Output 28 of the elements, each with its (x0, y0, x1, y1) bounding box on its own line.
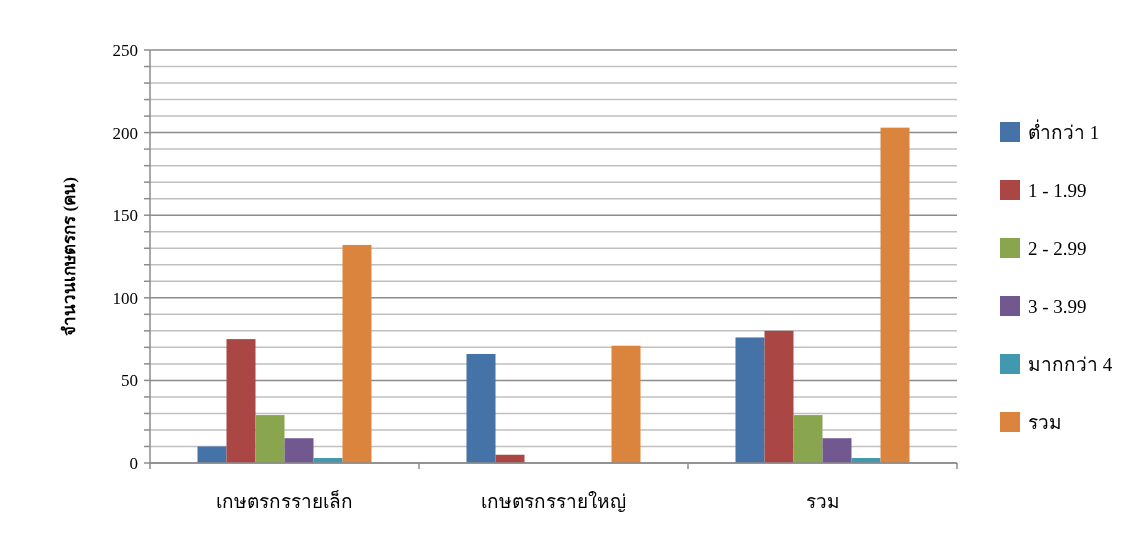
bar (466, 353, 496, 463)
y-tick-label: 50 (121, 371, 138, 391)
legend-label: 2 - 2.99 (1028, 238, 1087, 259)
bar (793, 415, 823, 463)
bar (342, 244, 372, 463)
bar (880, 127, 910, 463)
bar (822, 438, 852, 463)
bar (255, 415, 285, 463)
legend-label: มากกว่า 4 (1028, 354, 1113, 375)
legend-label: รวม (1028, 412, 1062, 433)
bar (735, 337, 765, 463)
bar (611, 345, 641, 463)
x-tick-label: เกษตรกรรายเล็ก (216, 489, 353, 512)
y-tick-label: 200 (112, 123, 138, 143)
bar (197, 446, 227, 463)
legend-label: ต่ำกว่า 1 (1028, 119, 1100, 143)
x-tick-label: รวม (805, 491, 840, 512)
y-tick-label: 100 (112, 288, 138, 308)
bar (284, 438, 314, 463)
y-axis-title: จำนวนเกษตรกร (คน) (60, 177, 79, 336)
legend-label: 1 - 1.99 (1028, 180, 1087, 201)
bar (764, 330, 794, 463)
x-tick-label: เกษตรกรรายใหญ่ (481, 491, 626, 513)
bar (226, 339, 256, 463)
y-tick-label: 0 (129, 454, 138, 473)
legend-label: 3 - 3.99 (1028, 296, 1087, 317)
y-tick-label: 250 (112, 41, 138, 60)
y-tick-label: 150 (112, 206, 138, 226)
